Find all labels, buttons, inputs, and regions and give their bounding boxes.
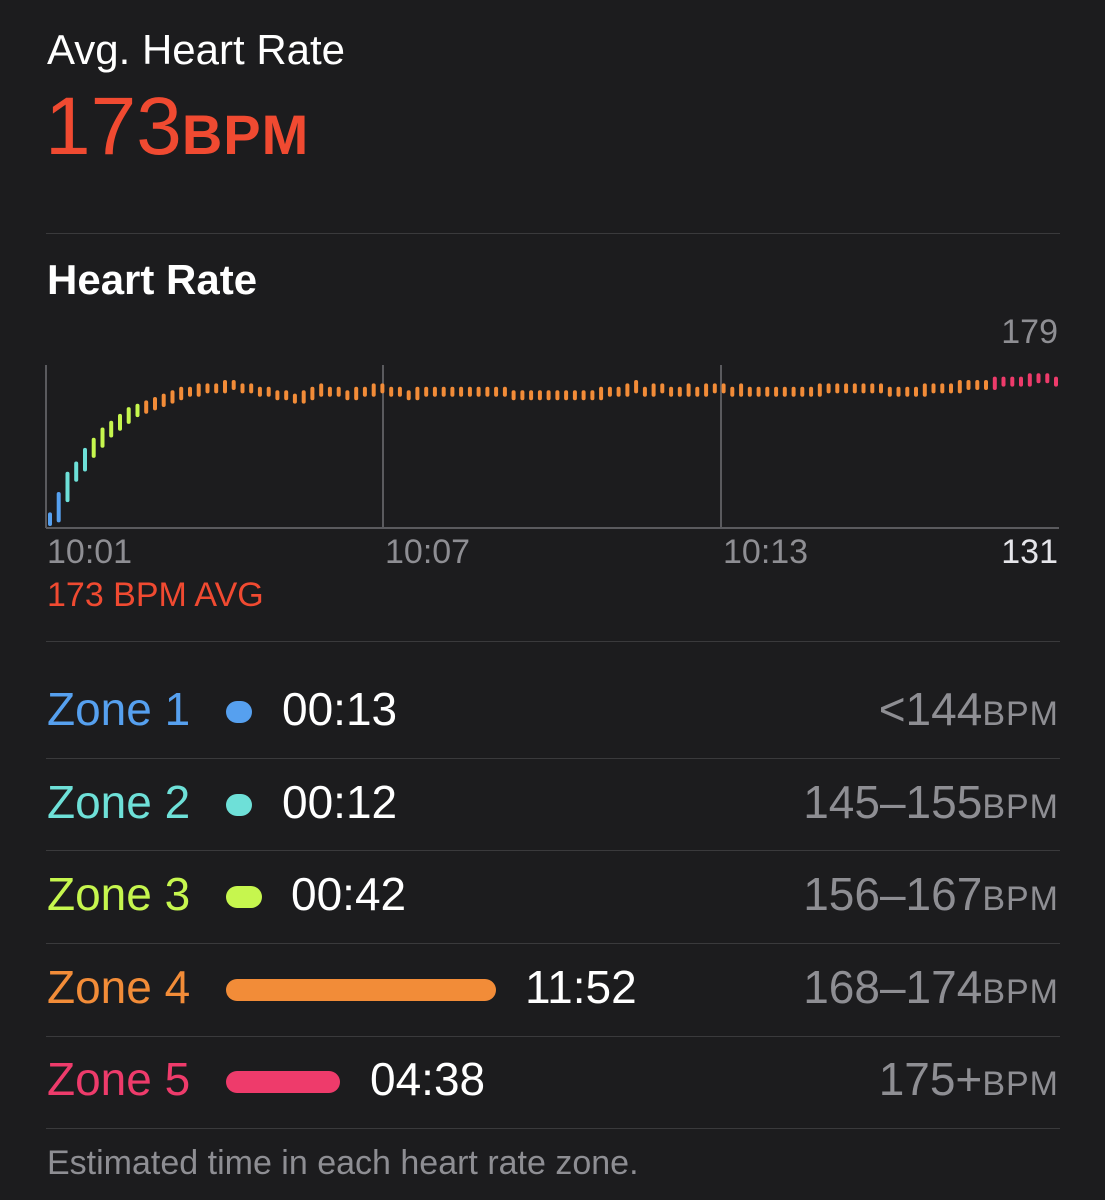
zone-name: Zone 3 — [47, 868, 191, 920]
zone-row: Zone 4 11:52 168–174BPM — [0, 944, 1105, 1036]
x-tick-label: 10:13 — [723, 533, 809, 571]
zone-range-value: 175+ — [878, 1053, 983, 1105]
divider — [46, 641, 1060, 642]
zone-time-bar — [226, 794, 252, 816]
divider — [46, 758, 1060, 759]
zone-range-value: 156–167 — [803, 868, 983, 920]
heart-rate-chart — [45, 365, 1059, 529]
avg-heart-rate-label: Avg. Heart Rate — [47, 26, 346, 73]
zone-row: Zone 5 04:38 175+BPM — [0, 1036, 1105, 1128]
y-min-label: 131 — [1001, 533, 1058, 571]
zone-time: 00:42 — [291, 868, 407, 920]
zone-name: Zone 2 — [47, 776, 191, 828]
chart-avg-caption: 173 BPM AVG — [47, 576, 264, 614]
zone-range-value: 168–174 — [803, 961, 983, 1013]
zone-time: 00:12 — [282, 776, 398, 828]
zone-name: Zone 5 — [47, 1053, 191, 1105]
zone-range-unit: BPM — [982, 788, 1059, 826]
x-tick-label: 10:01 — [47, 533, 133, 571]
zone-range-unit: BPM — [982, 973, 1059, 1011]
divider — [46, 850, 1060, 851]
heart-rate-chart-title: Heart Rate — [47, 256, 258, 303]
zone-range-unit: BPM — [982, 1065, 1059, 1103]
zone-range: <144BPM — [879, 682, 1059, 736]
zone-range-value: <144 — [878, 683, 983, 735]
footnote: Estimated time in each heart rate zone. — [47, 1144, 639, 1182]
x-tick-label: 10:07 — [385, 533, 471, 571]
zone-time: 11:52 — [525, 961, 637, 1013]
zone-range: 156–167BPM — [803, 867, 1059, 921]
zone-range-value: 145–155 — [803, 776, 983, 828]
divider — [46, 943, 1060, 944]
avg-heart-rate-number: 173 — [45, 81, 182, 172]
zone-range: 175+BPM — [879, 1052, 1059, 1106]
y-max-label: 179 — [1001, 313, 1058, 351]
zone-range: 168–174BPM — [803, 960, 1059, 1014]
zone-name: Zone 4 — [47, 961, 191, 1013]
zone-row: Zone 3 00:42 156–167BPM — [0, 851, 1105, 943]
avg-heart-rate-value: 173BPM — [45, 86, 309, 168]
zone-time: 04:38 — [370, 1053, 486, 1105]
divider — [46, 1128, 1060, 1129]
zone-range-unit: BPM — [982, 695, 1059, 733]
zone-time-bar — [226, 979, 496, 1001]
zone-row: Zone 2 00:12 145–155BPM — [0, 759, 1105, 851]
avg-heart-rate-unit: BPM — [181, 103, 310, 166]
zone-range: 145–155BPM — [803, 775, 1059, 829]
zone-time-bar — [226, 701, 252, 723]
divider — [46, 233, 1060, 234]
heart-rate-bars — [48, 373, 1058, 526]
zone-time-bar — [226, 886, 262, 908]
zone-range-unit: BPM — [982, 880, 1059, 918]
zone-time-bar — [226, 1071, 340, 1093]
zone-time: 00:13 — [282, 683, 398, 735]
divider — [46, 1036, 1060, 1037]
zone-row: Zone 1 00:13 <144BPM — [0, 666, 1105, 758]
zone-name: Zone 1 — [47, 683, 191, 735]
